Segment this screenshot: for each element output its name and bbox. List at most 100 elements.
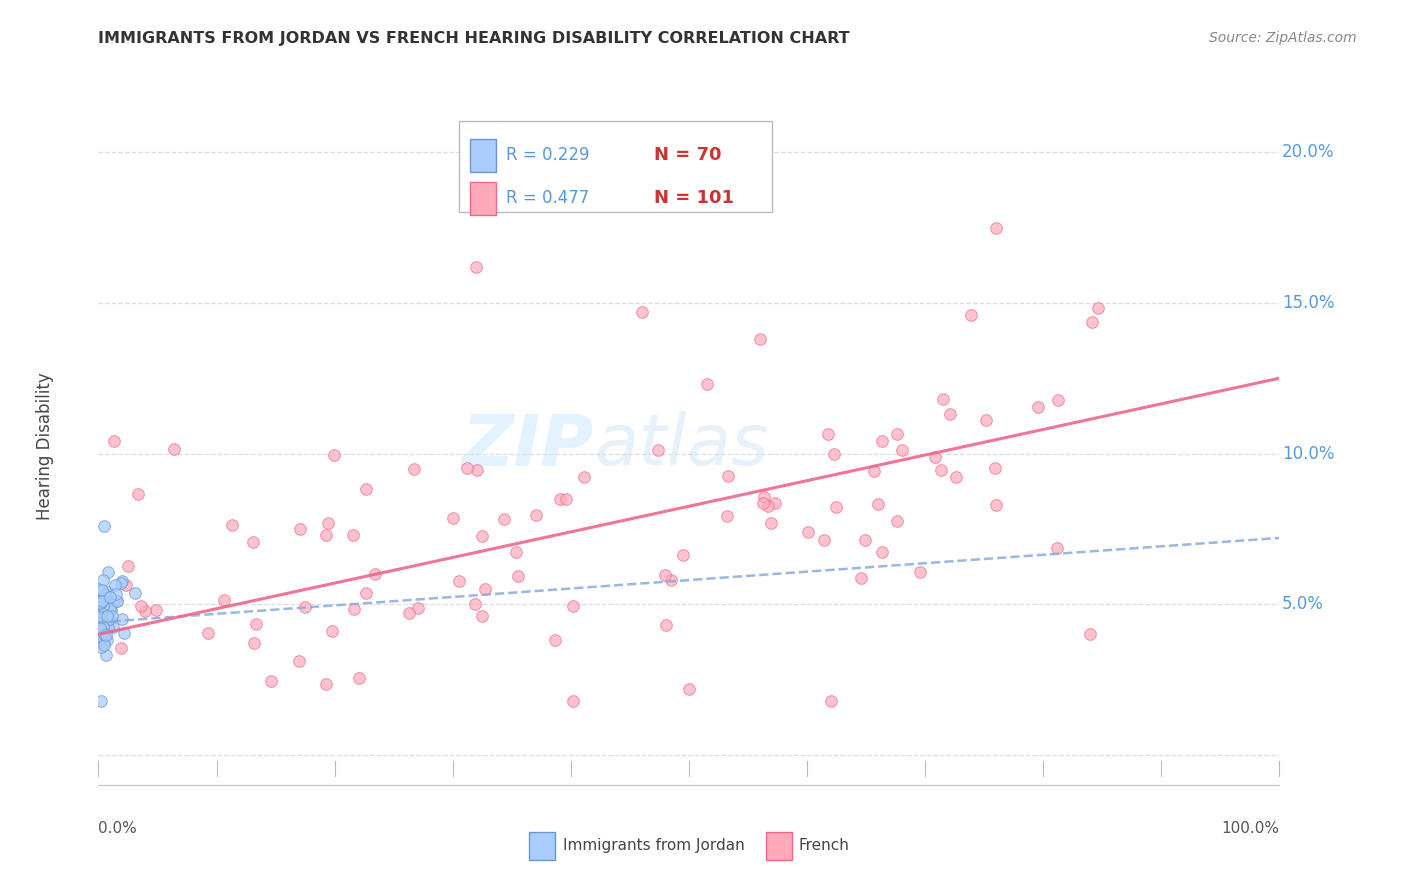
Point [97, 566, 120, 580]
Point [101, 609, 124, 624]
Point [347, 671, 370, 685]
Text: 15.0%: 15.0% [1282, 293, 1334, 312]
Point [97, 588, 120, 602]
Point [891, 443, 914, 458]
Point [89, 596, 111, 610]
Point [959, 308, 981, 322]
Point [98, 594, 121, 608]
Point [364, 566, 387, 581]
Point [90, 594, 112, 608]
Point [294, 599, 316, 614]
Text: 100.0%: 100.0% [1222, 822, 1279, 836]
Point [931, 463, 953, 477]
Point [93, 609, 115, 624]
Point [524, 508, 547, 523]
Point [287, 654, 309, 668]
Point [94, 610, 117, 624]
Point [124, 586, 146, 600]
Point [908, 565, 931, 579]
Text: 5.0%: 5.0% [1282, 595, 1323, 613]
Point [105, 593, 128, 607]
Point [572, 470, 595, 484]
Point [824, 500, 846, 515]
Point [1080, 315, 1102, 329]
Point [111, 612, 134, 626]
Point [853, 533, 876, 547]
Text: Source: ZipAtlas.com: Source: ZipAtlas.com [1209, 31, 1357, 45]
Point [932, 392, 955, 406]
Point [96, 633, 118, 648]
Point [464, 597, 486, 611]
Point [398, 607, 420, 621]
Point [748, 332, 770, 346]
Point [654, 567, 676, 582]
Point [101, 620, 124, 634]
Point [91, 591, 114, 606]
Point [465, 260, 488, 274]
Text: 20.0%: 20.0% [1282, 144, 1334, 161]
Point [94, 607, 117, 621]
Point [288, 523, 311, 537]
Point [974, 413, 997, 427]
Point [505, 545, 527, 559]
Point [630, 305, 652, 319]
Point [90, 613, 112, 627]
Point [87, 599, 110, 614]
Point [406, 601, 429, 615]
Bar [471, 182, 496, 215]
Point [984, 461, 1007, 475]
Point [866, 497, 889, 511]
Point [89, 600, 111, 615]
Point [820, 693, 842, 707]
Point [984, 220, 1007, 235]
Point [872, 434, 894, 448]
Text: N = 70: N = 70 [654, 146, 721, 164]
Point [89, 630, 111, 644]
Point [661, 573, 683, 587]
Point [754, 490, 776, 504]
Point [561, 693, 583, 707]
Point [96, 609, 118, 624]
Point [242, 636, 264, 650]
Point [212, 593, 235, 607]
Point [134, 604, 156, 618]
Point [93, 519, 115, 533]
Point [110, 640, 132, 655]
Point [89, 590, 111, 604]
Point [112, 626, 135, 640]
Point [494, 512, 516, 526]
Point [97, 612, 120, 626]
Point [87, 599, 110, 614]
Point [561, 599, 583, 613]
Point [93, 589, 115, 603]
Point [104, 587, 127, 601]
Point [717, 468, 740, 483]
Point [111, 574, 134, 588]
Point [456, 460, 478, 475]
Point [89, 611, 111, 625]
Point [548, 492, 571, 507]
Point [696, 377, 718, 392]
Point [91, 574, 114, 588]
Point [89, 632, 111, 646]
Point [90, 693, 112, 707]
Point [1046, 541, 1069, 555]
Text: N = 101: N = 101 [654, 189, 734, 207]
Bar [766, 832, 792, 860]
Point [89, 631, 111, 645]
Point [221, 518, 243, 533]
Point [924, 450, 946, 465]
Text: Hearing Disability: Hearing Disability [37, 372, 55, 520]
Point [96, 602, 118, 616]
Point [872, 545, 894, 559]
Text: R = 0.477: R = 0.477 [506, 189, 589, 207]
Point [543, 633, 565, 648]
Text: ZIP: ZIP [463, 411, 595, 481]
Point [672, 548, 695, 562]
Point [110, 576, 132, 591]
Point [90, 640, 112, 655]
Text: French: French [799, 838, 849, 854]
Point [797, 524, 820, 539]
Point [96, 585, 118, 599]
Point [245, 617, 267, 632]
